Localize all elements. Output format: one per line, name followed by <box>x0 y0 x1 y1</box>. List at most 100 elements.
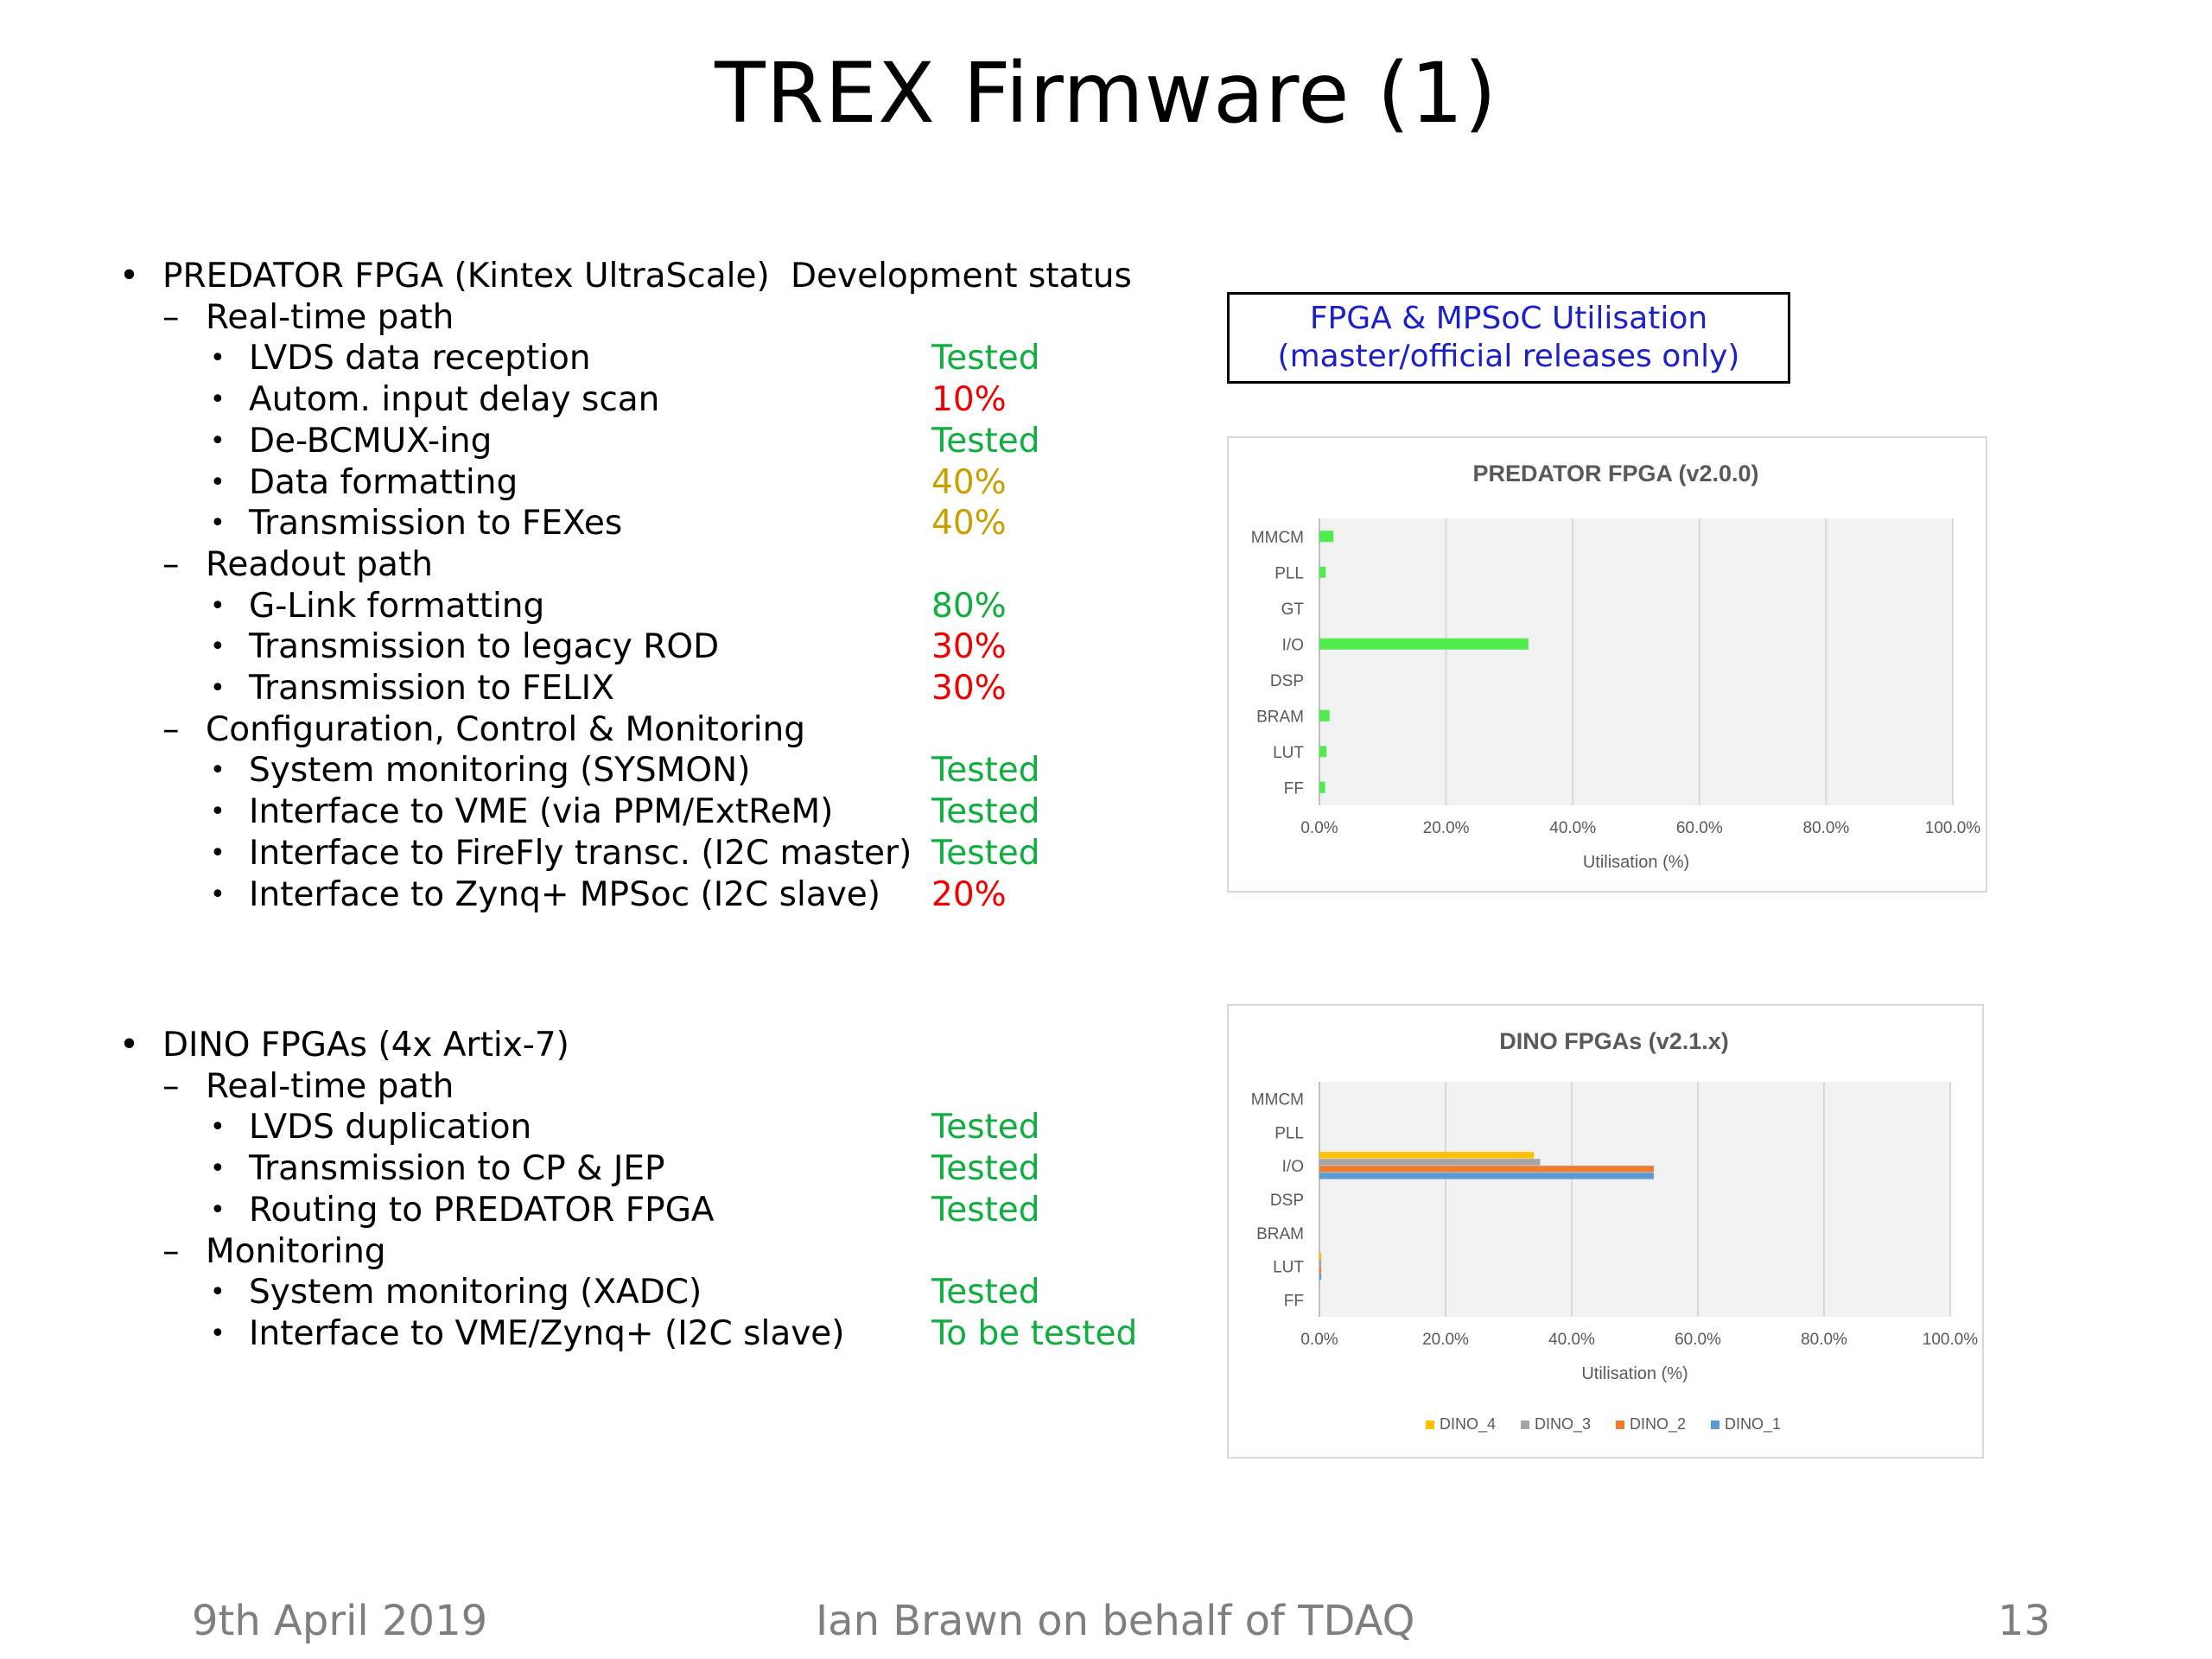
bullet-marker: • <box>210 673 226 703</box>
outline-label: De-BCMUX-ing <box>249 421 493 461</box>
status-value: Tested <box>931 792 1040 832</box>
status-value: 80% <box>931 586 1007 626</box>
outline-label: Transmission to FEXes <box>249 504 623 543</box>
bullet-marker: • <box>210 590 226 621</box>
bullet-marker: – <box>162 544 180 584</box>
predator-utilisation-chart: PREDATOR FPGA (v2.0.0) 0.0% 20.0% 40.0% 60.0… <box>1251 461 1981 872</box>
bullet-marker: • <box>210 755 226 786</box>
status-value: Tested <box>931 1149 1040 1189</box>
x-tick-label: 100.0% <box>1923 1331 1979 1349</box>
bullet-marker: • <box>210 797 226 828</box>
bar-dino-2 <box>1319 1166 1654 1173</box>
predator-outline-row: • Data formatting 40% <box>119 462 1191 504</box>
outline-label: Transmission to FELIX <box>249 669 614 708</box>
x-tick-label: 40.0% <box>1549 819 1596 837</box>
bullet-marker: • <box>210 1194 226 1225</box>
dino-outline-row: – Monitoring <box>119 1231 1191 1273</box>
status-value: To be tested <box>931 1313 1138 1353</box>
outline-label: PREDATOR FPGA (Kintex UltraScale) <box>162 257 770 296</box>
bullet-marker: • <box>210 1112 226 1143</box>
y-category-label: MMCM <box>1251 529 1304 547</box>
outline-label: Readout path <box>206 544 433 584</box>
y-category-label: DSP <box>1270 1192 1304 1210</box>
y-category-label: DSP <box>1270 672 1304 690</box>
bar-dino-1 <box>1319 1173 1654 1179</box>
outline-label: LVDS duplication <box>249 1108 532 1147</box>
y-category-label: PLL <box>1274 564 1304 582</box>
status-value: 40% <box>931 462 1007 502</box>
dino-outline-row: • Transmission to CP & JEP Tested <box>119 1148 1191 1190</box>
outline-label: Real-time path <box>206 297 454 337</box>
bar-utilisation <box>1319 709 1330 721</box>
outline-label: Configuration, Control & Monitoring <box>206 709 806 749</box>
status-value: 30% <box>931 627 1007 667</box>
status-value: 20% <box>931 874 1007 914</box>
page-number: 13 <box>1998 1597 2051 1645</box>
dino-utilisation-chart: DINO FPGAs (v2.1.x) 0.0% 20.0% 40.0% 60.0% 80… <box>1251 1028 1979 1433</box>
dino-outline-row: • Routing to PREDATOR FPGA Tested <box>119 1190 1191 1231</box>
outline-label: Real-time path <box>206 1066 454 1106</box>
x-tick-label: 0.0% <box>1300 819 1338 837</box>
x-axis-label: Utilisation (%) <box>1583 853 1689 872</box>
predator-outline-row: • De-BCMUX-ing Tested <box>119 421 1191 462</box>
status-value: 40% <box>931 504 1007 543</box>
x-tick-label: 20.0% <box>1422 1331 1469 1349</box>
bar-utilisation <box>1319 638 1529 650</box>
outline-label: Interface to FireFly transc. (I2C master… <box>249 833 912 873</box>
predator-outline-row: – Real-time path <box>119 297 1191 339</box>
plot-area <box>1319 1082 1950 1317</box>
predator-outline-row: • PREDATOR FPGA (Kintex UltraScale) <box>119 256 1191 297</box>
x-tick-label: 80.0% <box>1801 1331 1847 1349</box>
outline-label: Monitoring <box>206 1231 386 1271</box>
bullet-marker: • <box>119 257 140 296</box>
predator-chart-panel: PREDATOR FPGA (v2.0.0) 0.0% 20.0% 40.0% 60.0… <box>1227 436 1987 893</box>
predator-outline-row: – Readout path <box>119 544 1191 586</box>
outline-label: Autom. input delay scan <box>249 380 660 420</box>
y-category-label: FF <box>1284 1293 1304 1311</box>
bullet-marker: • <box>210 467 226 498</box>
status-value: Tested <box>931 1190 1040 1230</box>
chart-title: PREDATOR FPGA (v2.0.0) <box>1472 461 1758 486</box>
predator-outline-row: • System monitoring (SYSMON) Tested <box>119 750 1191 791</box>
legend-label: DINO_3 <box>1535 1415 1591 1433</box>
outline-label: Routing to PREDATOR FPGA <box>249 1190 715 1230</box>
bullet-marker: – <box>162 709 180 749</box>
outline-label: Interface to VME/Zynq+ (I2C slave) <box>249 1313 845 1353</box>
predator-outline-row: • Interface to Zynq+ MPSoc (I2C slave) 20% <box>119 874 1191 916</box>
predator-outline-row: • Transmission to FELIX 30% <box>119 668 1191 709</box>
outline-label: System monitoring (XADC) <box>249 1273 702 1313</box>
y-category-label: MMCM <box>1251 1090 1304 1109</box>
bullet-marker: • <box>210 343 226 374</box>
bar-utilisation <box>1319 566 1326 578</box>
bar-utilisation <box>1319 781 1325 793</box>
x-tick-label: 100.0% <box>1925 819 1981 837</box>
outline-label: Transmission to legacy ROD <box>249 627 720 667</box>
x-tick-label: 60.0% <box>1675 1331 1721 1349</box>
legend-swatch <box>1616 1421 1624 1429</box>
outline-label: DINO FPGAs (4x Artix-7) <box>162 1026 569 1065</box>
predator-outline-row: • LVDS data reception Tested <box>119 338 1191 379</box>
outline-label: Transmission to CP & JEP <box>249 1149 665 1189</box>
status-value: 10% <box>931 380 1007 420</box>
bullet-marker: • <box>210 508 226 539</box>
y-category-label: GT <box>1281 601 1305 619</box>
predator-outline-row: • Interface to FireFly transc. (I2C maste… <box>119 833 1191 874</box>
legend-label: DINO_1 <box>1725 1415 1781 1433</box>
bar-dino-4 <box>1319 1252 1322 1260</box>
utilisation-box: FPGA & MPSoC Utilisation (master/officia… <box>1227 292 1790 384</box>
utilisation-box-line2: (master/official releases only) <box>1277 339 1740 374</box>
bullet-marker: – <box>162 297 180 337</box>
bullet-marker: • <box>210 1277 226 1308</box>
y-category-label: BRAM <box>1256 1225 1304 1243</box>
bullet-marker: • <box>210 632 226 663</box>
bullet-marker: • <box>210 1154 226 1185</box>
predator-outline: • PREDATOR FPGA (Kintex UltraScale) – Real-… <box>119 256 1191 930</box>
bullet-marker: • <box>210 1318 226 1349</box>
bullet-marker: • <box>210 385 226 416</box>
bar-dino-2 <box>1319 1266 1322 1274</box>
predator-outline-row: • Autom. input delay scan 10% <box>119 379 1191 421</box>
status-value: Tested <box>931 421 1040 461</box>
slide-title: TREX Firmware (1) <box>715 45 1497 142</box>
predator-outline-row: • G-Link formatting 80% <box>119 586 1191 627</box>
x-axis-label: Utilisation (%) <box>1581 1364 1688 1383</box>
